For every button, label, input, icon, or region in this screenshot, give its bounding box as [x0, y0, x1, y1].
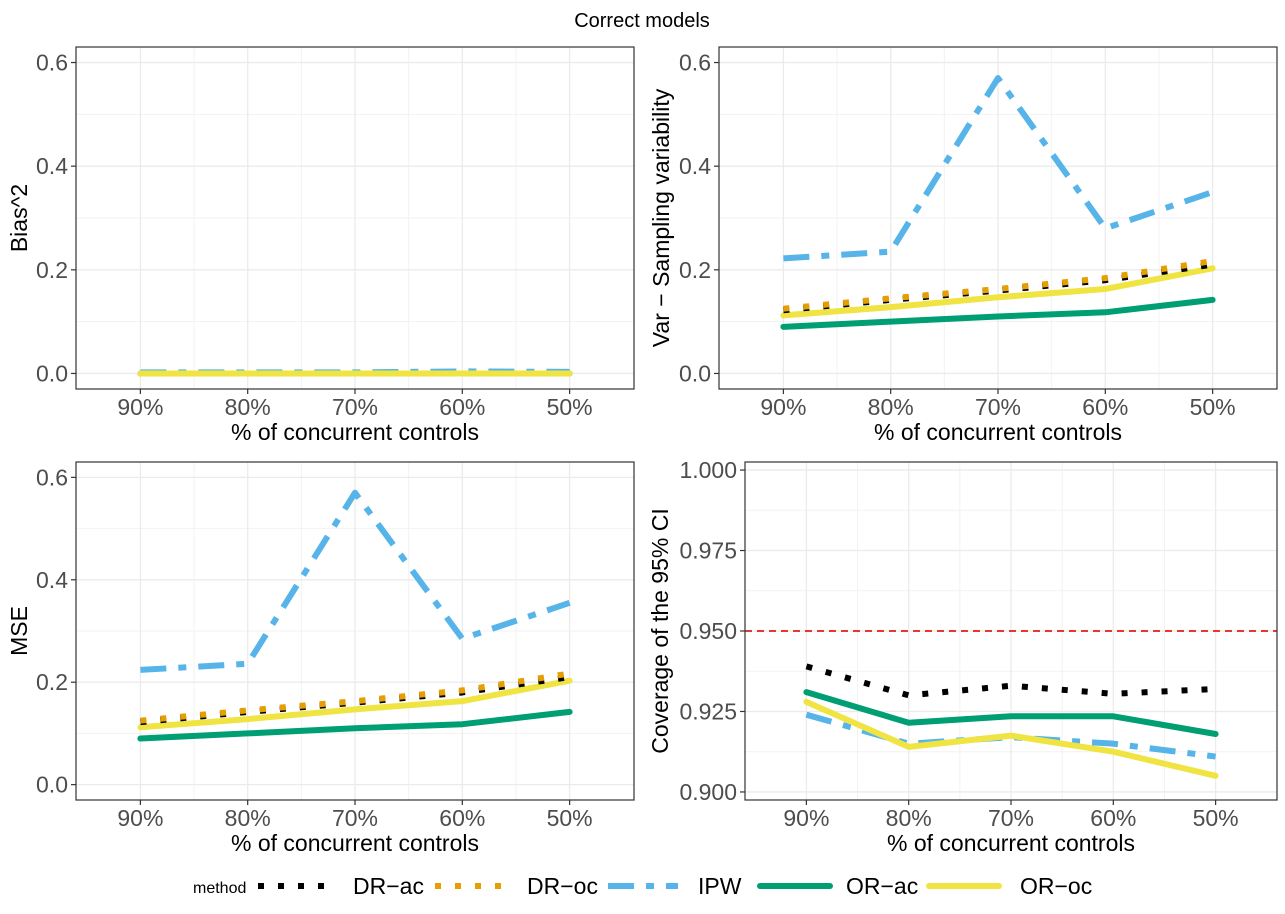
y-tick-label: 0.975 [679, 538, 737, 564]
x-tick-label: 60% [439, 394, 485, 420]
y-tick-label: 0.0 [36, 772, 68, 798]
x-tick-label: 60% [1090, 805, 1136, 831]
series-line-ipw [783, 75, 1214, 262]
y-axis-label: Coverage of the 95% CI [647, 508, 673, 753]
x-axis-label: % of concurrent controls [874, 419, 1122, 445]
panel-bottom-right: 0.900 0.925 0.950 0.975 1.000 90% 80% 70% 60% 50%… [647, 457, 1278, 856]
panel-bottom-left: 0.0 0.2 0.4 0.6 90% 80% 70% 60% 50% % of concurre… [6, 461, 635, 856]
figure-title: Correct models [574, 10, 710, 32]
y-tick-label: 0.6 [679, 50, 711, 76]
x-tick-label: 60% [1082, 394, 1128, 420]
x-tick-label: 70% [332, 394, 378, 420]
y-tick-label: 0.4 [679, 153, 711, 179]
y-tick-label: 0.2 [679, 257, 711, 283]
y-tick-label: 0.6 [36, 464, 68, 490]
x-tick-label: 90% [783, 805, 829, 831]
series-line-dr-ac [805, 663, 1216, 699]
series-line-or-oc [780, 265, 1216, 319]
panel-top-left: 0.0 0.2 0.4 0.6 90% 80% 70% 60% 50% % of concurre… [6, 46, 635, 445]
y-tick-label: 0.0 [36, 360, 68, 386]
x-tick-label: 70% [975, 394, 1021, 420]
legend-label-dr-ac: DR−ac [353, 873, 424, 899]
legend-label-dr-oc: DR−oc [527, 873, 598, 899]
x-tick-label: 70% [332, 805, 378, 831]
legend: method DR−ac DR−oc IPW OR−ac OR−oc [193, 873, 1092, 899]
x-tick-label: 50% [1190, 394, 1236, 420]
x-tick-label: 80% [225, 805, 271, 831]
y-tick-label: 0.2 [36, 669, 68, 695]
y-tick-label: 0.0 [679, 360, 711, 386]
y-tick-label: 0.2 [36, 257, 68, 283]
series-line-ipw [140, 489, 571, 673]
x-tick-label: 80% [886, 805, 932, 831]
legend-label-ipw: IPW [698, 873, 742, 899]
series-line-or-ac [137, 708, 573, 742]
y-axis-label: MSE [6, 606, 32, 656]
legend-label-or-oc: OR−oc [1020, 873, 1092, 899]
x-tick-label: 90% [760, 394, 806, 420]
x-axis-label: % of concurrent controls [231, 419, 479, 445]
panel-top-right: 0.0 0.2 0.4 0.6 90% 80% 70% 60% 50% % of concurre… [648, 46, 1278, 445]
series-line-or-ac [803, 689, 1219, 738]
x-tick-label: 50% [1193, 805, 1239, 831]
y-axis-label: Bias^2 [6, 184, 32, 252]
x-tick-label: 80% [868, 394, 914, 420]
legend-items: DR−ac DR−oc IPW OR−ac OR−oc [258, 873, 1092, 899]
x-tick-label: 90% [117, 805, 163, 831]
series-line-or-oc [803, 698, 1219, 779]
panels: 0.0 0.2 0.4 0.6 90% 80% 70% 60% 50% % of concurre… [6, 46, 1278, 856]
legend-label-or-ac: OR−ac [846, 873, 918, 899]
y-tick-label: 0.900 [679, 779, 737, 805]
x-tick-label: 50% [547, 805, 593, 831]
y-tick-label: 0.4 [36, 153, 68, 179]
series-line-or-ac [780, 296, 1216, 330]
x-tick-label: 60% [439, 805, 485, 831]
x-tick-label: 80% [225, 394, 271, 420]
legend-title: method [193, 880, 246, 897]
x-axis-label: % of concurrent controls [231, 830, 479, 856]
y-tick-label: 0.4 [36, 567, 68, 593]
y-tick-label: 0.950 [679, 618, 737, 644]
x-axis-label: % of concurrent controls [887, 830, 1135, 856]
x-tick-label: 50% [547, 394, 593, 420]
y-tick-label: 0.925 [679, 698, 737, 724]
y-axis-label: Var − Sampling variability [648, 88, 674, 347]
series-line-or-oc [137, 677, 573, 731]
y-tick-label: 0.6 [36, 50, 68, 76]
x-tick-label: 90% [117, 394, 163, 420]
y-tick-label: 1.000 [679, 457, 737, 483]
x-tick-label: 70% [988, 805, 1034, 831]
